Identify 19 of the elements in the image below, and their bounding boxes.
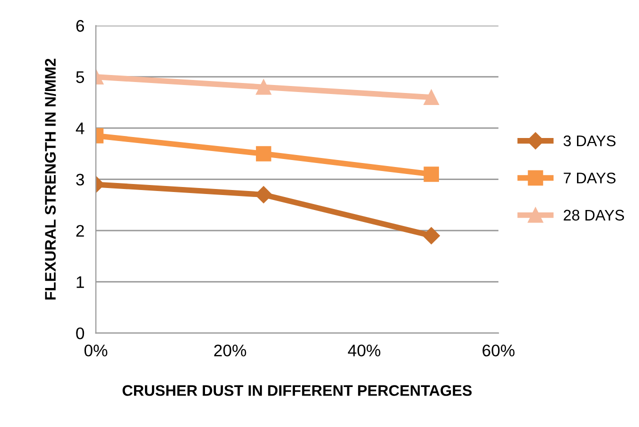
point — [424, 90, 439, 105]
y-tick-label: 3 — [76, 174, 84, 186]
y-axis-title: FLEXURAL STRENGTH IN N/MM2 — [44, 58, 56, 300]
x-tick-label: 60% — [482, 344, 515, 356]
y-tick-label: 2 — [76, 224, 84, 237]
y-tick-label: 5 — [76, 71, 84, 84]
point — [422, 227, 440, 244]
y-tick-label: 0 — [76, 327, 84, 340]
legend-label: 7 DAYS — [564, 172, 616, 184]
x-tick-label: 0% — [84, 344, 108, 356]
y-tick-label: 6 — [76, 20, 84, 32]
x-tick-label: 20% — [214, 344, 246, 356]
x-axis-title: CRUSHER DUST IN DIFFERENT PERCENTAGES — [122, 385, 472, 396]
x-tick-label: 40% — [348, 344, 380, 356]
point — [424, 166, 439, 182]
legend-label: 3 DAYS — [564, 135, 616, 146]
y-tick-label: 4 — [76, 122, 84, 134]
y-tick-label: 1 — [76, 276, 84, 288]
legend-label: 28 DAYS — [564, 210, 624, 221]
